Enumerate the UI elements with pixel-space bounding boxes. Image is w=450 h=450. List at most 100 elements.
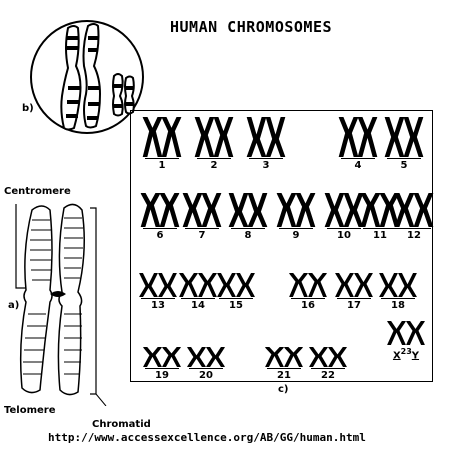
- pair-number: 20: [199, 370, 213, 381]
- source-url: http://www.accessexcellence.org/AB/GG/hu…: [48, 431, 366, 444]
- chromosome-pair-13: 13: [133, 273, 183, 311]
- chromosome-pair-7: 7: [177, 193, 227, 241]
- pair-number: 22: [321, 370, 335, 381]
- karyotype-panel: 1 2 3 4 5 6 7 8 9 10 11 12 13 14 15 16 17 18 19 20 21 22 X23Y: [130, 110, 434, 382]
- chromosome-pair-10: 10: [319, 193, 369, 241]
- chromosome-pair-15: 15: [211, 273, 261, 311]
- pair-underline: [327, 228, 361, 229]
- chromosome-pair-6: 6: [135, 193, 185, 241]
- pair-number: 5: [400, 160, 408, 171]
- pair-underline: [341, 158, 375, 159]
- chromosome-pair-20: 20: [181, 347, 231, 381]
- sex-chromosome-labels: X23Y: [381, 346, 431, 361]
- x-chromosome-label: X: [392, 350, 401, 362]
- chromosome-pair-19: 19: [137, 347, 187, 381]
- chromosome-glyph: [276, 193, 316, 227]
- pair-underline: [145, 158, 179, 159]
- chromosome-pair-18: 18: [373, 273, 423, 311]
- pair-number: 2: [210, 160, 218, 171]
- pair-number: 16: [301, 300, 315, 311]
- chromosome-pair-2: 2: [189, 117, 239, 171]
- chromosome-glyph: [228, 193, 268, 227]
- chromosome-glyph: [379, 273, 417, 297]
- pair-number: 12: [407, 230, 421, 241]
- pair-underline: [311, 368, 345, 369]
- pair-underline: [267, 368, 301, 369]
- chromosome-pair-11: 11: [355, 193, 405, 241]
- pair-number: 7: [198, 230, 206, 241]
- chromosome-glyph: [360, 193, 400, 227]
- pair-number: 1: [158, 160, 166, 171]
- pair-underline: [397, 228, 431, 229]
- pair-underline: [185, 228, 219, 229]
- chromosome-pair-23: X23Y: [381, 321, 431, 361]
- chromosome-pair-14: 14: [173, 273, 223, 311]
- chromosome-glyph: [139, 273, 177, 297]
- pair-number: 17: [347, 300, 361, 311]
- chromosome-glyph: [194, 117, 234, 157]
- pair-number: 19: [155, 370, 169, 381]
- chromosome-pair-21: 21: [259, 347, 309, 381]
- chromosome-glyph: [143, 347, 181, 367]
- pair-number: 10: [337, 230, 351, 241]
- chromosome-glyph: [324, 193, 364, 227]
- pair-underline: [387, 158, 421, 159]
- telomere-label: Telomere: [4, 405, 56, 416]
- pair-underline: [249, 158, 283, 159]
- pair-underline: [181, 298, 215, 299]
- chromosome-glyph: [246, 117, 286, 157]
- pair-number: 13: [151, 300, 165, 311]
- pair-number: 8: [244, 230, 252, 241]
- pair-underline: [219, 298, 253, 299]
- chromatid-label: Chromatid: [92, 419, 151, 430]
- pair-number: 9: [292, 230, 300, 241]
- chromosome-glyph: [142, 117, 182, 157]
- pair-number: 4: [354, 160, 362, 171]
- figure-b-label: b): [22, 103, 34, 114]
- chromosome-glyph: [335, 273, 373, 297]
- pair-underline: [189, 368, 223, 369]
- pair-underline: [279, 228, 313, 229]
- chromosome-glyph: [387, 321, 425, 345]
- chromosome-pair-12: 12: [389, 193, 439, 241]
- pair-number: 15: [229, 300, 243, 311]
- chromosome-glyph: [217, 273, 255, 297]
- chromosome-pair-9: 9: [271, 193, 321, 241]
- pair-underline: [141, 298, 175, 299]
- pair-number: 14: [191, 300, 205, 311]
- chromosome-glyph: [309, 347, 347, 367]
- pair-underline: [231, 228, 265, 229]
- figure-a-label: a): [8, 300, 20, 311]
- pair-underline: [291, 298, 325, 299]
- chromosome-glyph: [394, 193, 434, 227]
- pair-underline: [145, 368, 179, 369]
- large-chromosome: [15, 203, 107, 406]
- chromosome-pair-1: 1: [137, 117, 187, 171]
- chromosome-pair-8: 8: [223, 193, 273, 241]
- pair-number: 21: [277, 370, 291, 381]
- chromosome-pair-22: 22: [303, 347, 353, 381]
- pair-underline: [337, 298, 371, 299]
- chromosome-glyph: [384, 117, 424, 157]
- chromosome-detail-circle: [30, 20, 144, 134]
- pair-number: 11: [373, 230, 387, 241]
- diagram-title: HUMAN CHROMOSOMES: [170, 18, 333, 36]
- chromosome-pair-3: 3: [241, 117, 291, 171]
- chromosome-glyph: [265, 347, 303, 367]
- pair-underline: [363, 228, 397, 229]
- pair-number: 6: [156, 230, 164, 241]
- pair-number: 23: [400, 347, 412, 356]
- chromosome-glyph: [338, 117, 378, 157]
- pair-underline: [197, 158, 231, 159]
- chromosome-pair-5: 5: [379, 117, 429, 171]
- pair-underline: [381, 298, 415, 299]
- pair-number: 3: [262, 160, 270, 171]
- chromosome-glyph: [289, 273, 327, 297]
- chromosome-pair-4: 4: [333, 117, 383, 171]
- pair-number: 18: [391, 300, 405, 311]
- chromosome-glyph: [187, 347, 225, 367]
- chromosome-glyph: [182, 193, 222, 227]
- centromere-label: Centromere: [4, 186, 71, 197]
- chromosome-pair-16: 16: [283, 273, 333, 311]
- y-chromosome-label: Y: [411, 350, 420, 362]
